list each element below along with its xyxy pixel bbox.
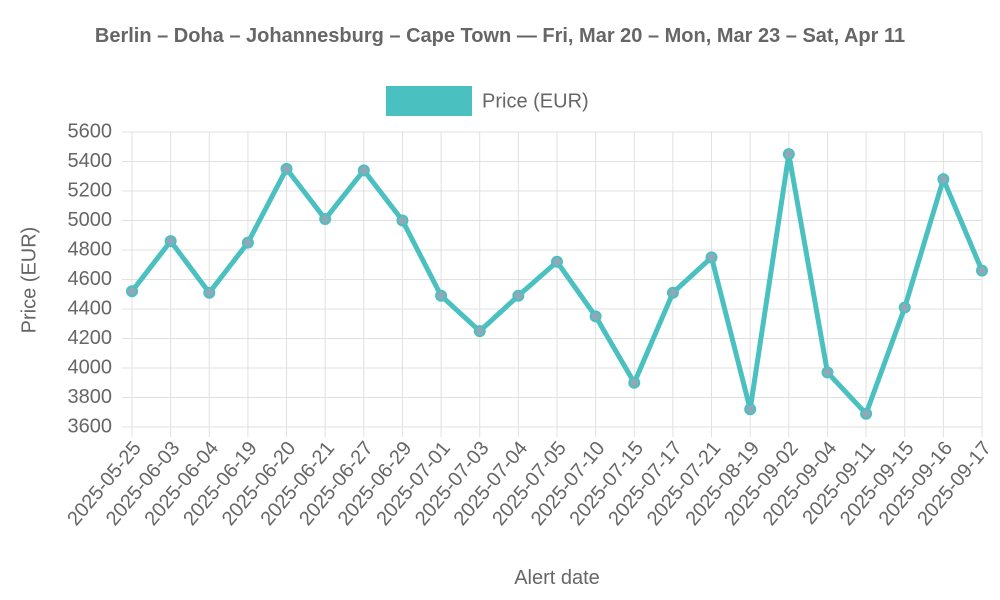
data-point xyxy=(744,403,757,416)
data-point xyxy=(782,148,795,161)
legend-label: Price (EUR) xyxy=(482,90,589,112)
data-point xyxy=(589,310,602,323)
data-point xyxy=(357,164,370,177)
data-point xyxy=(203,286,216,299)
y-tick-label: 5600 xyxy=(68,120,113,142)
y-axis-label: Price (EUR) xyxy=(18,227,40,334)
data-point xyxy=(319,213,332,226)
data-point xyxy=(512,289,525,302)
x-axis-label: Alert date xyxy=(514,567,600,589)
data-point xyxy=(976,264,988,277)
y-tick-label: 4400 xyxy=(68,297,113,319)
data-point xyxy=(705,251,718,264)
data-point xyxy=(666,286,679,299)
y-tick-label: 4200 xyxy=(68,327,113,349)
data-point xyxy=(164,235,177,248)
data-point xyxy=(126,285,138,298)
data-point xyxy=(937,173,950,186)
data-point xyxy=(821,366,834,379)
y-tick-label: 3800 xyxy=(68,386,113,408)
data-point xyxy=(551,255,563,268)
data-point xyxy=(241,236,254,249)
data-point xyxy=(280,162,293,175)
y-tick-label: 4800 xyxy=(68,238,113,260)
data-point xyxy=(628,376,641,389)
y-tick-label: 4000 xyxy=(68,356,113,378)
y-tick-label: 5000 xyxy=(68,209,113,231)
y-tick-label: 4600 xyxy=(68,268,113,290)
y-tick-label: 3600 xyxy=(68,415,113,437)
chart-title: Berlin – Doha – Johannesburg – Cape Town… xyxy=(95,25,905,47)
data-point xyxy=(473,325,486,338)
data-point xyxy=(898,301,911,314)
legend-swatch xyxy=(386,86,472,116)
y-tick-label: 5400 xyxy=(68,150,113,172)
data-point xyxy=(396,214,409,227)
data-point xyxy=(435,289,448,302)
data-point xyxy=(860,407,873,420)
y-tick-label: 5200 xyxy=(68,179,113,201)
